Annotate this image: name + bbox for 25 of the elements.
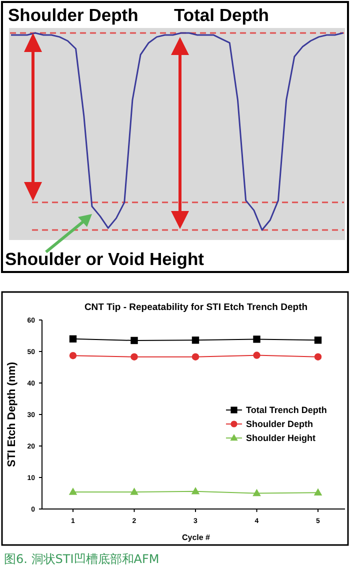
point <box>191 487 200 494</box>
text: Total Depth <box>174 5 269 25</box>
text: Shoulder or Void Height <box>5 249 204 269</box>
point <box>69 335 77 342</box>
text: Shoulder Depth <box>8 5 138 25</box>
point <box>69 352 77 360</box>
chart-title: CNT Tip - Repeatability for STI Etch Trench Depth <box>84 302 308 313</box>
legend-label: Shoulder Depth <box>246 419 313 430</box>
point <box>192 353 200 360</box>
caption: 图6. 洞状STI凹槽底部和AFM <box>4 552 160 566</box>
legend-label: Total Trench Depth <box>246 405 327 416</box>
point <box>253 352 260 359</box>
point <box>192 336 200 344</box>
point <box>314 353 322 360</box>
point <box>68 488 78 495</box>
x-axis-title: Cycle # <box>182 533 211 542</box>
point <box>314 336 322 344</box>
y-axis-title: STI Etch Depth (nm) <box>6 362 18 468</box>
point <box>252 488 261 496</box>
point <box>253 336 260 343</box>
point <box>130 353 138 360</box>
legend-label: Shoulder Height <box>246 433 316 444</box>
point <box>130 336 138 344</box>
point <box>130 488 138 495</box>
point <box>314 488 322 496</box>
